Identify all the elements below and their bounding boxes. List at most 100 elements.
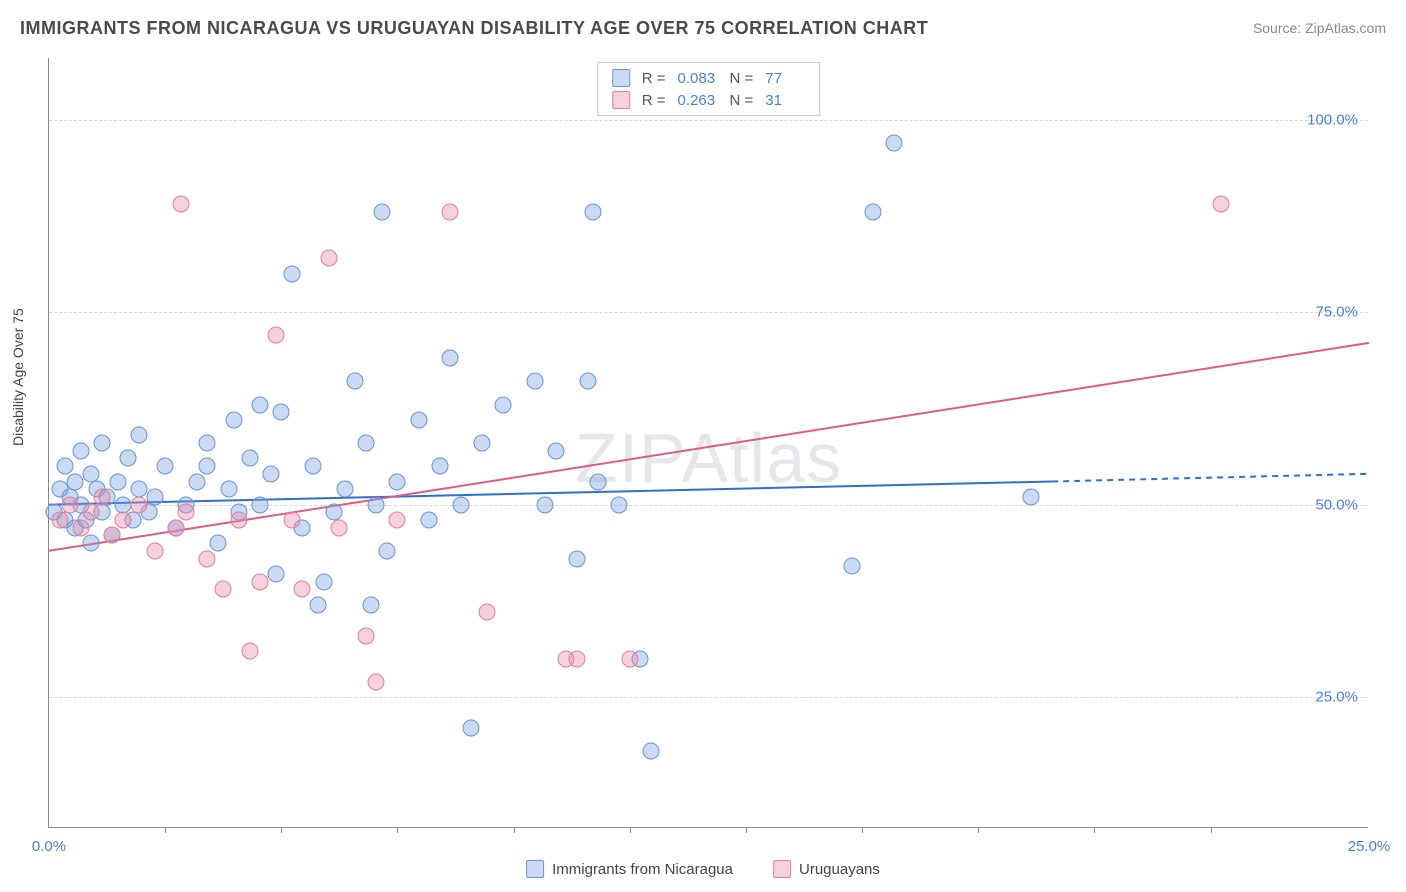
data-point <box>569 650 586 667</box>
data-point <box>569 550 586 567</box>
data-point <box>584 204 601 221</box>
data-point <box>611 496 628 513</box>
source-label: Source: ZipAtlas.com <box>1253 20 1386 36</box>
data-point <box>252 396 269 413</box>
data-point <box>104 527 121 544</box>
data-point <box>368 673 385 690</box>
data-point <box>336 481 353 498</box>
data-point <box>421 512 438 529</box>
data-point <box>93 488 110 505</box>
x-tick-label: 25.0% <box>1348 838 1391 855</box>
data-point <box>268 565 285 582</box>
data-point <box>357 435 374 452</box>
data-point <box>283 512 300 529</box>
data-point <box>67 473 84 490</box>
data-point <box>56 458 73 475</box>
legend-swatch <box>526 860 544 878</box>
data-point <box>331 519 348 536</box>
legend-swatch <box>773 860 791 878</box>
data-point <box>83 535 100 552</box>
data-point <box>72 442 89 459</box>
data-point <box>199 458 216 475</box>
data-point <box>442 350 459 367</box>
legend-series-box: Immigrants from Nicaragua Uruguayans <box>526 860 880 878</box>
data-point <box>305 458 322 475</box>
data-point <box>320 250 337 267</box>
data-point <box>537 496 554 513</box>
data-point <box>157 458 174 475</box>
data-point <box>51 512 68 529</box>
data-point <box>864 204 881 221</box>
data-point <box>83 504 100 521</box>
data-point <box>590 473 607 490</box>
data-point <box>310 596 327 613</box>
data-point <box>463 719 480 736</box>
data-point <box>93 435 110 452</box>
data-point <box>173 196 190 213</box>
data-point <box>252 573 269 590</box>
x-tick-label: 0.0% <box>32 838 66 855</box>
data-point <box>363 596 380 613</box>
data-point <box>146 542 163 559</box>
data-point <box>347 373 364 390</box>
data-point <box>241 450 258 467</box>
data-point <box>167 519 184 536</box>
data-point <box>283 265 300 282</box>
data-point <box>473 435 490 452</box>
data-point <box>410 411 427 428</box>
data-point <box>130 496 147 513</box>
data-point <box>241 642 258 659</box>
data-point <box>642 743 659 760</box>
data-point <box>389 512 406 529</box>
data-point <box>579 373 596 390</box>
data-point <box>209 535 226 552</box>
data-point <box>885 134 902 151</box>
data-point <box>199 550 216 567</box>
data-point <box>526 373 543 390</box>
data-point <box>294 581 311 598</box>
data-point <box>357 627 374 644</box>
data-point <box>72 519 89 536</box>
data-point <box>452 496 469 513</box>
data-point <box>225 411 242 428</box>
data-point <box>262 465 279 482</box>
data-point <box>130 427 147 444</box>
data-point <box>431 458 448 475</box>
data-point <box>220 481 237 498</box>
data-point <box>373 204 390 221</box>
data-point <box>315 573 332 590</box>
data-point <box>479 604 496 621</box>
data-point <box>378 542 395 559</box>
legend-series-name: Immigrants from Nicaragua <box>552 861 733 878</box>
data-point <box>442 204 459 221</box>
legend-series-item: Immigrants from Nicaragua <box>526 860 733 878</box>
data-point <box>389 473 406 490</box>
data-point <box>109 473 126 490</box>
data-point <box>199 435 216 452</box>
data-point <box>368 496 385 513</box>
chart-plot-area: ZIPAtlas R =0.083N =77R =0.263N =31 25.0… <box>48 58 1368 828</box>
data-point <box>495 396 512 413</box>
legend-series-name: Uruguayans <box>799 861 880 878</box>
data-point <box>1023 488 1040 505</box>
legend-series-item: Uruguayans <box>773 860 880 878</box>
data-point <box>547 442 564 459</box>
data-point <box>178 504 195 521</box>
data-point <box>62 496 79 513</box>
trend-lines-layer <box>49 58 1369 828</box>
data-point <box>188 473 205 490</box>
data-point <box>215 581 232 598</box>
data-point <box>621 650 638 667</box>
data-point <box>231 512 248 529</box>
data-point <box>114 512 131 529</box>
chart-title: IMMIGRANTS FROM NICARAGUA VS URUGUAYAN D… <box>20 18 928 39</box>
data-point <box>252 496 269 513</box>
data-point <box>146 488 163 505</box>
data-point <box>1213 196 1230 213</box>
trend-line-dash-a <box>1052 474 1369 482</box>
data-point <box>120 450 137 467</box>
data-point <box>268 327 285 344</box>
data-point <box>273 404 290 421</box>
data-point <box>843 558 860 575</box>
y-axis-label: Disability Age Over 75 <box>10 308 26 446</box>
